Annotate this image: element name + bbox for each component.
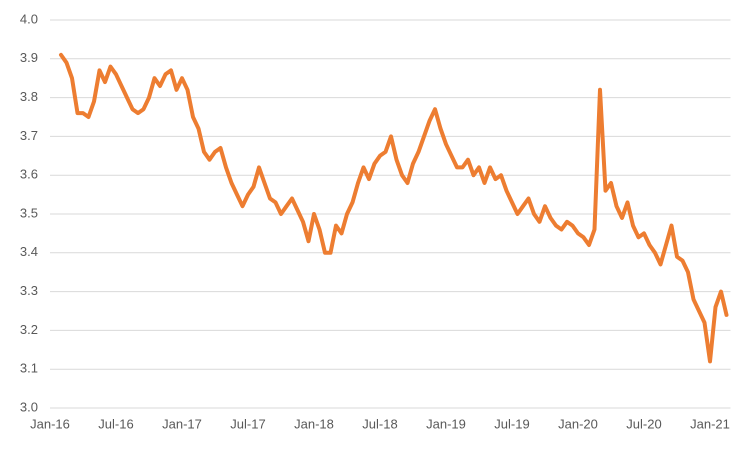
y-tick-label: 4.0 [20, 11, 38, 26]
y-tick-label: 3.2 [20, 322, 38, 337]
x-tick-label: Jan-20 [558, 416, 598, 431]
y-tick-label: 3.4 [20, 244, 38, 259]
y-tick-label: 3.1 [20, 361, 38, 376]
x-tick-label: Jul-19 [494, 416, 529, 431]
x-tick-label: Jul-18 [362, 416, 397, 431]
x-tick-label: Jan-21 [690, 416, 730, 431]
y-tick-label: 3.3 [20, 283, 38, 298]
x-tick-label: Jul-16 [98, 416, 133, 431]
data-line [59, 52, 729, 364]
x-tick-label: Jan-17 [162, 416, 202, 431]
y-tick-label: 3.6 [20, 167, 38, 182]
y-tick-label: 3.9 [20, 50, 38, 65]
x-tick-label: Jan-16 [30, 416, 70, 431]
x-tick-label: Jan-19 [426, 416, 466, 431]
x-tick-label: Jul-20 [626, 416, 661, 431]
x-tick-label: Jan-18 [294, 416, 334, 431]
y-tick-label: 3.8 [20, 89, 38, 104]
y-tick-label: 3.7 [20, 128, 38, 143]
y-tick-label: 3.5 [20, 205, 38, 220]
y-tick-label: 3.0 [20, 399, 38, 414]
x-tick-label: Jul-17 [230, 416, 265, 431]
